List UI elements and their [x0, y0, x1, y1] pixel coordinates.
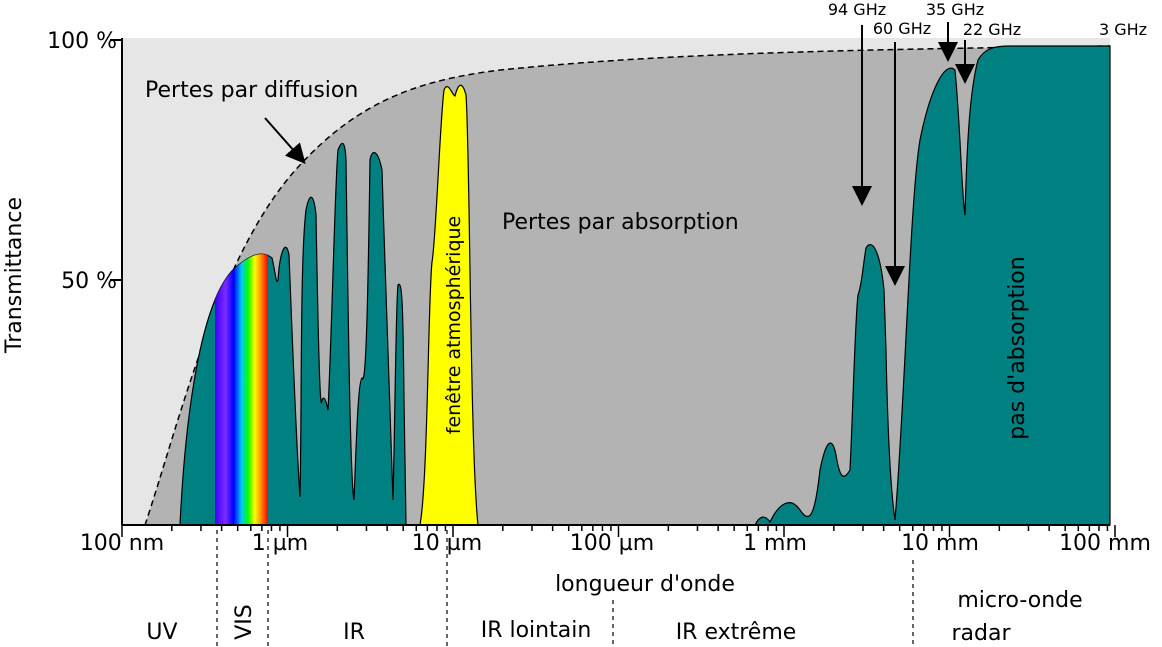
frequency-label: 94 GHz	[828, 0, 886, 19]
visible-spectrum	[215, 240, 268, 525]
x-tick-label: 10 µm	[412, 531, 482, 556]
x-tick-label: 100 µm	[570, 531, 654, 556]
annotation: fenêtre atmosphérique	[443, 216, 465, 434]
region-label: IR lointain	[481, 618, 592, 643]
region-label: micro-onde	[957, 588, 1082, 613]
x-tick-label: 1 mm	[743, 531, 807, 556]
x-tick-label: 10 mm	[901, 531, 979, 556]
region-label: IR extrême	[676, 620, 797, 645]
x-tick-label: 100 mm	[1059, 531, 1151, 556]
y-tick-label: 100 %	[47, 29, 117, 54]
y-tick-label: 50 %	[61, 269, 117, 294]
region-label: VIS	[232, 604, 257, 640]
x-tick-label: 1 µm	[252, 531, 308, 556]
frequency-label: 35 GHz	[926, 0, 984, 19]
arrows	[264, 22, 975, 286]
x-tick-label: 100 nm	[80, 531, 164, 556]
annotation: pas d'absorption	[1005, 256, 1030, 439]
x-ticks	[121, 525, 1116, 537]
annotation: Pertes par absorption	[502, 210, 739, 235]
transmittance-microwave	[754, 45, 1111, 526]
annotation: Pertes par diffusion	[145, 78, 358, 103]
region-separators	[216, 530, 914, 647]
region-label: UV	[146, 620, 177, 645]
region-label: IR	[343, 620, 365, 645]
frequency-label: 60 GHz	[873, 19, 931, 38]
frequency-label: 3 GHz	[1099, 20, 1147, 39]
region-label: radar	[951, 621, 1011, 646]
x-axis-label: longueur d'onde	[555, 572, 735, 597]
y-axis-label: Transmittance	[2, 197, 27, 354]
frequency-label: 22 GHz	[963, 20, 1021, 39]
atmospheric-window	[419, 84, 479, 526]
axes	[110, 38, 1110, 526]
